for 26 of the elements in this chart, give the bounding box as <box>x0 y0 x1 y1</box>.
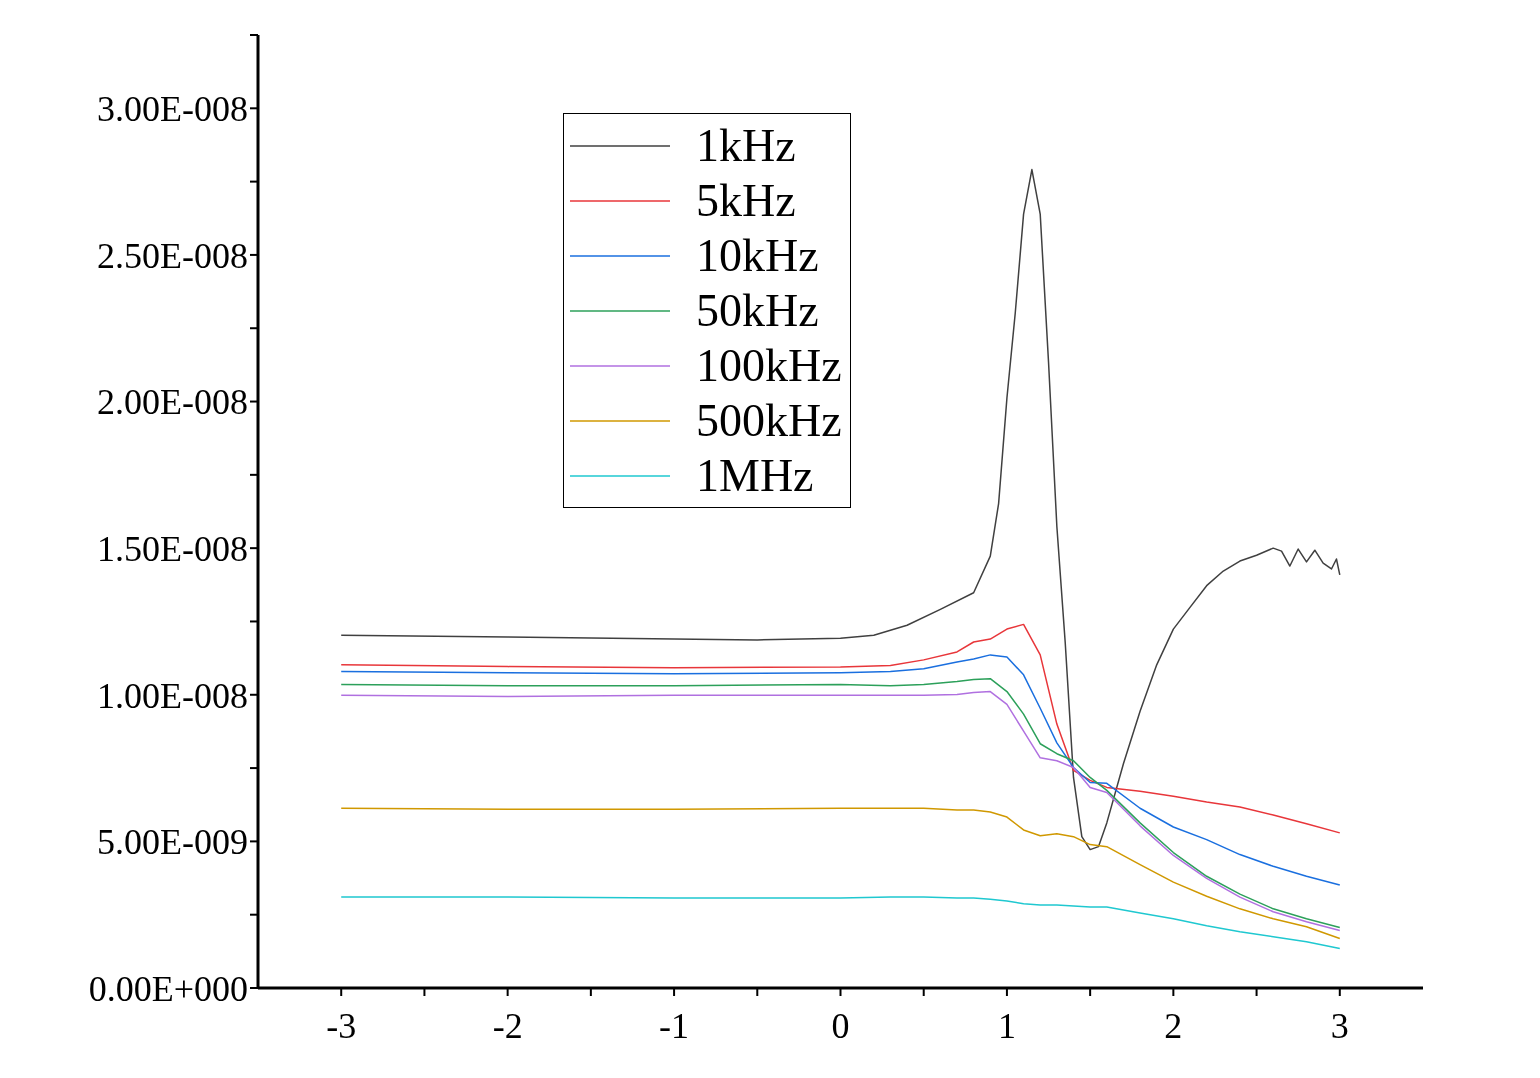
x-tick-label: 1 <box>997 1005 1016 1046</box>
y-tick-label: 1.00E-008 <box>97 675 248 716</box>
x-tick-label: -1 <box>659 1005 690 1046</box>
line-series <box>340 623 1341 834</box>
legend-label: 1MHz <box>696 449 814 502</box>
legend-label: 1kHz <box>696 119 796 172</box>
legend-label: 50kHz <box>696 284 819 337</box>
y-tick-label: 0.00E+000 <box>88 968 248 1009</box>
line-series <box>340 654 1341 886</box>
legend-label: 10kHz <box>696 229 819 282</box>
legend-label: 5kHz <box>696 174 796 227</box>
legend-label: 500kHz <box>696 394 842 447</box>
x-tick-label: 0 <box>831 1005 850 1046</box>
y-tick-label: 3.00E-008 <box>97 89 248 130</box>
y-tick-label: 1.50E-008 <box>97 528 248 569</box>
line-series <box>340 168 1341 851</box>
legend-label: 100kHz <box>696 339 842 392</box>
y-tick-label: 2.00E-008 <box>97 382 248 423</box>
y-tick-label: 5.00E-009 <box>97 822 248 863</box>
x-tick-label: -2 <box>492 1005 523 1046</box>
line-series <box>340 807 1341 940</box>
x-tick-label: 3 <box>1330 1005 1349 1046</box>
line-series <box>340 896 1341 950</box>
x-tick-label: 2 <box>1164 1005 1183 1046</box>
x-tick-label: -3 <box>326 1005 357 1046</box>
y-tick-label: 2.50E-008 <box>97 235 248 276</box>
